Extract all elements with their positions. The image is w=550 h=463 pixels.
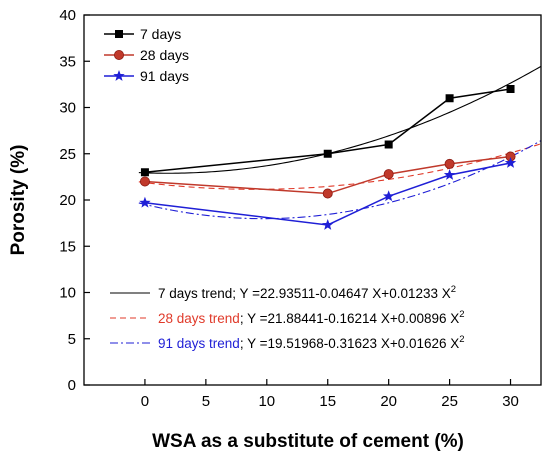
data-point-91-days	[382, 190, 395, 202]
data-point-7-days	[445, 94, 454, 103]
x-tick-label: 20	[380, 393, 397, 410]
y-tick-label: 40	[59, 7, 76, 24]
trend-line-3	[138, 140, 541, 220]
y-tick-label: 5	[68, 331, 76, 348]
y-axis-title: Porosity (%)	[8, 145, 29, 256]
legend-marker	[114, 50, 125, 61]
data-point-91-days	[504, 157, 517, 168]
legend: 7 days 28 days 91 days	[104, 26, 189, 84]
data-point-7-days	[506, 85, 515, 93]
x-tick-label: 5	[202, 393, 210, 410]
trend-legend-label: 7 days trend; Y =22.93511-0.04647 X+0.01…	[158, 284, 456, 301]
legend-marker	[115, 30, 123, 38]
x-tick-label: 10	[258, 393, 275, 410]
data-point-28-days	[139, 176, 150, 187]
x-tick-label: 25	[441, 393, 458, 410]
legend-label: 91 days	[140, 68, 189, 84]
data-point-7-days	[140, 168, 149, 177]
y-tick-label: 30	[59, 100, 76, 117]
data-point-91-days	[322, 218, 334, 230]
trend-line-2	[138, 143, 541, 190]
x-tick-label: 15	[319, 393, 336, 410]
x-tick-label: 0	[141, 393, 149, 410]
x-tick-label: 30	[502, 393, 519, 410]
axes: 0 5 10 15 20 25 30 0 5 10 15 20 25 30 35 40	[59, 7, 542, 410]
data-point-28-days	[444, 158, 455, 169]
trend-legend: 7 days trend; Y =22.93511-0.04647 X+0.01…	[110, 284, 465, 351]
y-tick-label: 10	[59, 285, 76, 302]
x-axis-title: WSA as a substitute of cement (%)	[152, 431, 464, 452]
data-point-91-days	[139, 196, 151, 208]
series-lines	[139, 85, 517, 230]
data-point-7-days	[323, 149, 332, 158]
y-tick-label: 25	[59, 146, 76, 163]
trend-line-1	[138, 65, 541, 174]
trend-legend-label: 28 days trend; Y =21.88441-0.16214 X+0.0…	[158, 309, 465, 326]
y-tick-label: 15	[59, 238, 76, 255]
y-tick-label: 35	[59, 53, 76, 70]
y-tick-label: 0	[68, 377, 76, 394]
y-tick-label: 20	[59, 192, 76, 209]
legend-label: 28 days	[140, 47, 189, 63]
trend-legend-label: 91 days trend; Y =19.51968-0.31623 X+0.0…	[158, 334, 465, 351]
legend-marker	[113, 70, 125, 81]
legend-label: 7 days	[140, 26, 181, 42]
data-point-28-days	[322, 188, 333, 199]
data-point-28-days	[383, 169, 394, 180]
data-point-91-days	[443, 169, 456, 180]
data-point-7-days	[384, 140, 393, 149]
trend-lines	[138, 65, 541, 220]
series-line-7-days	[144, 88, 511, 173]
